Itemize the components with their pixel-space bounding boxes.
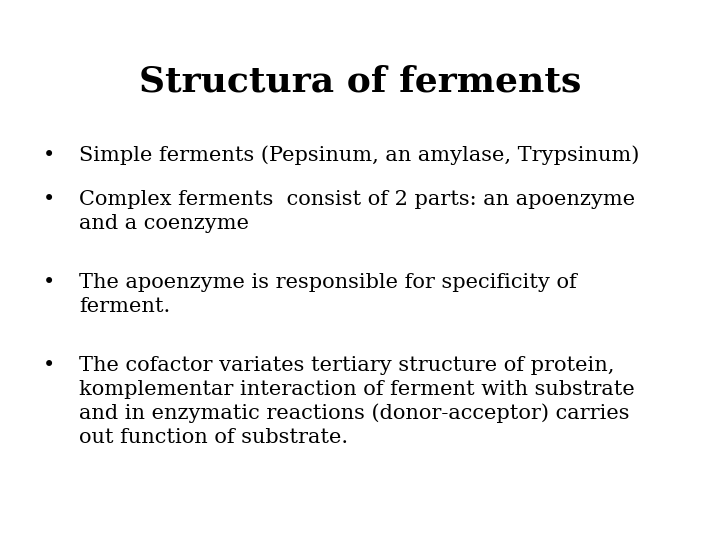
Text: Simple ferments (Pepsinum, an amylase, Trypsinum): Simple ferments (Pepsinum, an amylase, T… <box>79 146 639 165</box>
Text: Structura of ferments: Structura of ferments <box>139 65 581 99</box>
Text: Complex ferments  consist of 2 parts: an apoenzyme
and a coenzyme: Complex ferments consist of 2 parts: an … <box>79 190 635 233</box>
Text: The cofactor variates tertiary structure of protein,
komplementar interaction of: The cofactor variates tertiary structure… <box>79 356 635 447</box>
Text: The apoenzyme is responsible for specificity of
ferment.: The apoenzyme is responsible for specifi… <box>79 273 577 316</box>
Text: •: • <box>43 146 55 165</box>
Text: •: • <box>43 356 55 375</box>
Text: •: • <box>43 190 55 209</box>
Text: •: • <box>43 273 55 292</box>
